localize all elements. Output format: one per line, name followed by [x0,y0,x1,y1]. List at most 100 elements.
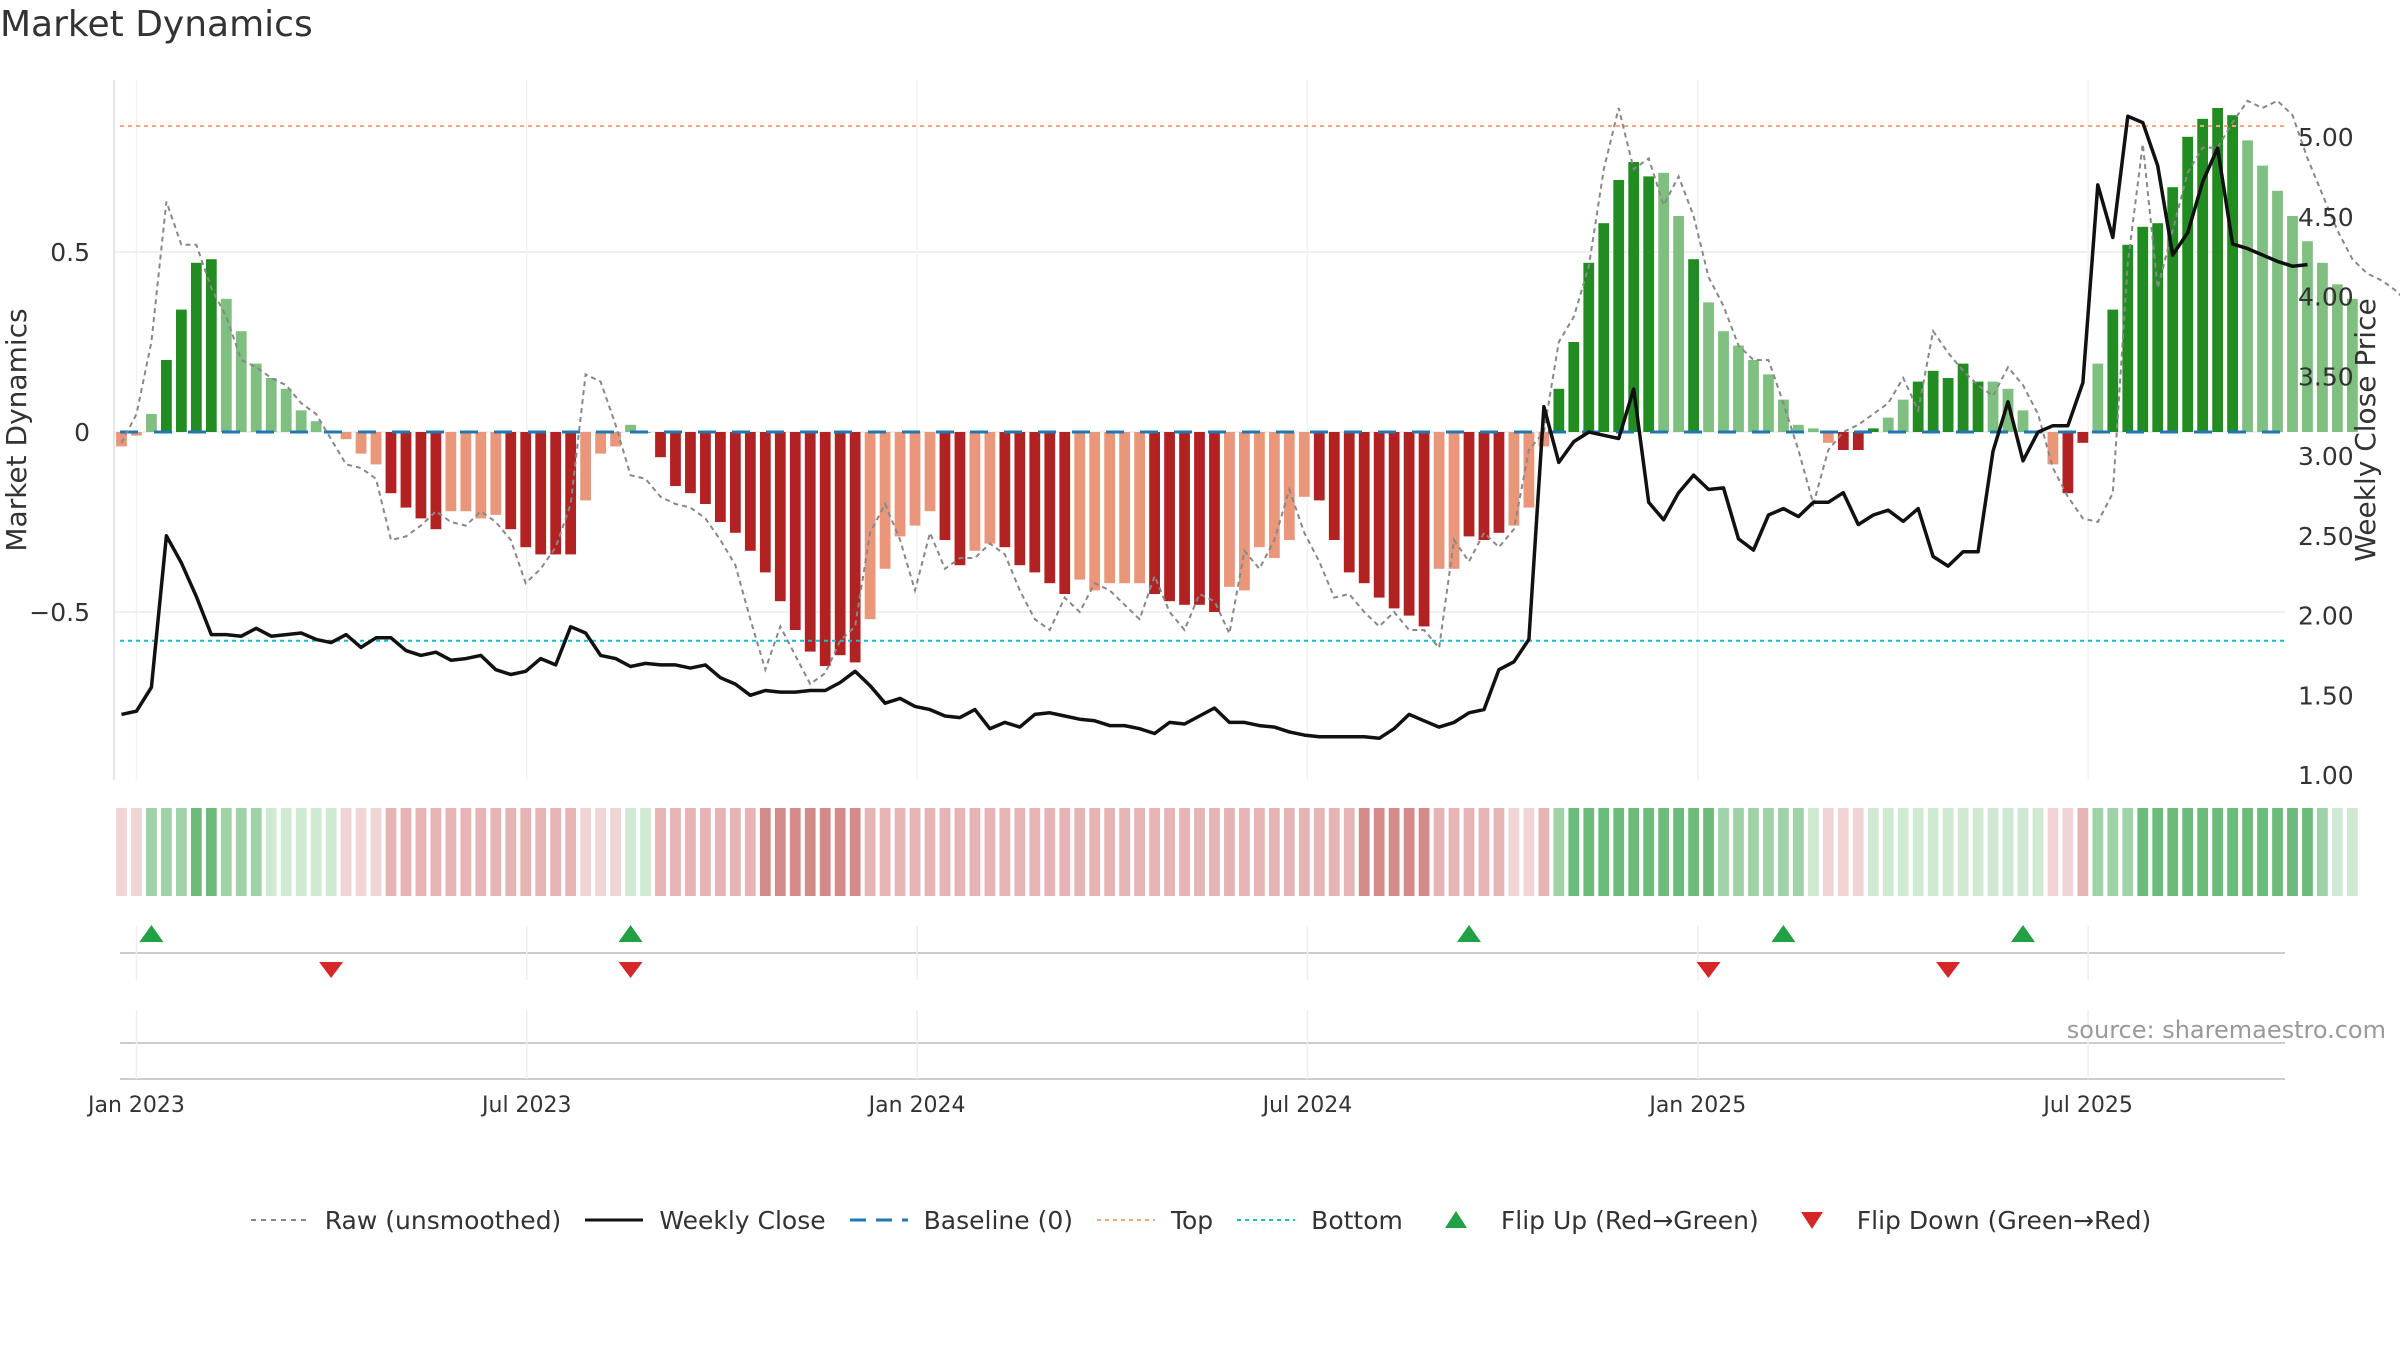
dynamics-bar [1987,381,1999,432]
legend-baseline-swatch [849,1218,908,1222]
dynamics-bar [205,259,217,432]
dynamics-bar [1313,432,1325,501]
x-tick-label: Jul 2024 [1261,1093,1353,1118]
regime-cell [1373,808,1385,896]
regime-cell [2002,808,2014,896]
dynamics-bar [2182,136,2194,433]
regime-cell [2077,808,2089,896]
dynamics-bar [1209,432,1220,612]
regime-cell [670,808,681,896]
regime-cell [1733,808,1744,896]
regime-cell [1778,808,1789,896]
dynamics-bar [2332,284,2343,432]
regime-cell [1253,808,1265,896]
regime-cell [2346,808,2358,896]
regime-cell [984,808,996,896]
regime-cell [2017,808,2029,896]
regime-cell [2137,808,2149,896]
regime-cell [505,808,517,896]
regime-cell [146,808,157,896]
y-right-tick-label: 5.00 [2298,123,2354,152]
x-tick-label: Jan 2025 [1647,1093,1746,1118]
dynamics-bar [370,432,382,465]
dynamics-bar [1538,432,1550,447]
regime-cell [1613,808,1625,896]
dynamics-bar [2092,363,2104,432]
dynamics-bar [1044,432,1056,584]
dynamics-bar [1343,432,1355,573]
dynamics-bar [909,432,921,526]
dynamics-bar [864,432,876,620]
dynamics-bar [2197,118,2209,433]
dynamics-bar [1852,432,1864,450]
regime-cell [460,808,472,896]
flip-down-marker [1936,962,1961,978]
regime-cell [1209,808,1220,896]
dynamics-bar [625,424,636,432]
dynamics-bar [2077,432,2089,443]
dynamics-bar [1793,424,1804,432]
y-left-tick-label: 0.5 [50,238,90,267]
dynamics-bar [505,432,517,530]
dynamics-bar [355,432,367,454]
dynamics-bar [1179,432,1190,605]
dynamics-bar [1283,432,1295,540]
dynamics-bar [1418,432,1430,627]
dynamics-bar [1508,432,1520,526]
chart-title: Market Dynamics [0,4,313,45]
regime-cell [969,808,981,896]
y-left-tick-label: 0 [74,418,90,447]
regime-cell [1852,808,1864,896]
regime-cell [325,808,337,896]
regime-cell [1882,808,1894,896]
regime-cell [1867,808,1879,896]
dynamics-bar [685,432,696,494]
regime-cell [250,808,262,896]
dynamics-bar [385,432,397,494]
regime-cell [849,808,861,896]
regime-cell [1822,808,1834,896]
regime-cell [370,808,382,896]
regime-cell [894,808,906,896]
regime-cell [1119,808,1131,896]
dynamics-bar [146,414,157,432]
regime-cell [1553,808,1565,896]
dynamics-bar [340,432,352,440]
regime-cell [1987,808,1999,896]
weekly-close-line [121,114,2308,741]
regime-cell [1942,808,1954,896]
regime-cell [131,808,142,896]
y-right-tick-label: 4.00 [2298,283,2354,312]
dynamics-bar [1134,432,1146,584]
legend-flip-down-label: Flip Down (Green→Red) [1856,1205,2152,1235]
dynamics-bar [2017,410,2029,432]
legend-close: Weekly Close [583,1206,826,1235]
dynamics-bar [1628,162,1640,432]
y-right-tick-label: 1.50 [2298,681,2354,710]
dynamics-bar [1373,432,1385,598]
regime-cell [1583,808,1595,896]
dynamics-bar [1972,381,1984,432]
dynamics-bar [445,432,457,512]
regime-cell [280,808,292,896]
dynamics-bar [1493,432,1505,533]
regime-cell [175,808,187,896]
dynamics-bar [2302,241,2313,432]
dynamics-bar [670,432,681,486]
dynamics-bar [190,262,202,432]
regime-cell [1388,808,1400,896]
dynamics-bar [1822,432,1834,443]
regime-cell [939,808,951,896]
regime-cell [415,808,427,896]
regime-cell [1837,808,1849,896]
dynamics-bar [2107,309,2119,432]
regime-cell [2047,808,2059,896]
regime-cell [700,808,711,896]
dynamics-bar [1119,432,1131,584]
regime-cell [161,808,172,896]
regime-cell [400,808,412,896]
regime-cell [295,808,307,896]
dynamics-bar [2062,432,2074,494]
regime-cell [2152,808,2164,896]
dynamics-bar [161,360,172,432]
